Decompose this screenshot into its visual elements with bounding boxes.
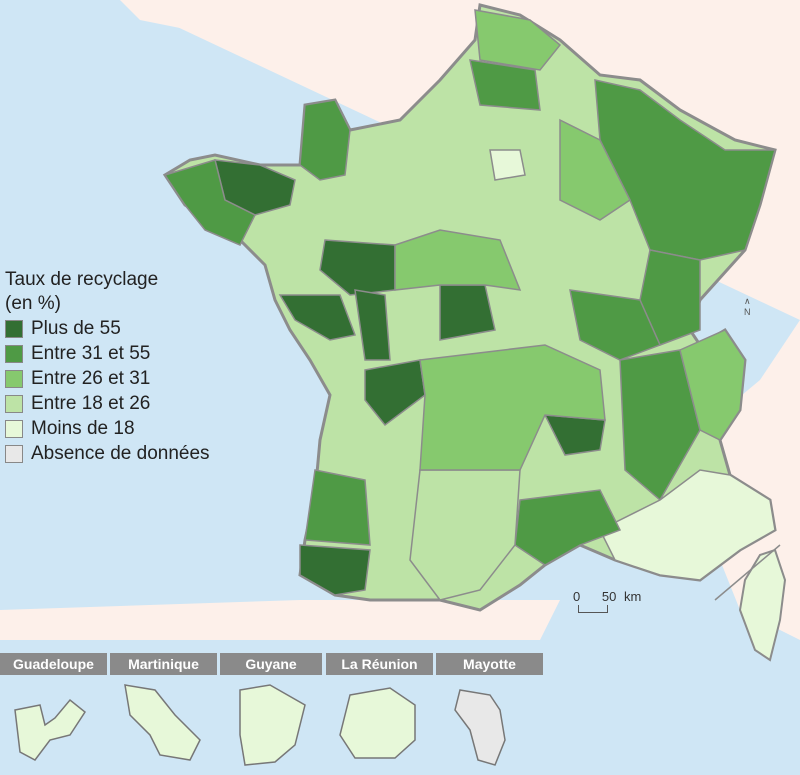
legend-item: Absence de données (5, 441, 265, 466)
reunion-shape (339, 687, 416, 759)
region-jura-green (639, 249, 701, 346)
legend-swatch (5, 394, 23, 413)
legend-swatch (5, 369, 23, 388)
overseas-insets: Guadeloupe Martinique Guyane La Réunion … (0, 653, 545, 775)
region-alps-light (679, 329, 746, 441)
region-deux-sevres-dark (354, 289, 391, 361)
region-cher-dark (439, 284, 496, 341)
legend-label: Moins de 18 (31, 417, 135, 439)
region-north-green (469, 59, 541, 111)
region-landes-dark (299, 544, 371, 596)
north-arrow-icon: ∧ N (744, 296, 751, 317)
inset-title: Mayotte (436, 653, 543, 675)
uk-land (120, 0, 230, 30)
region-normandy-green (299, 99, 351, 181)
region-paris (489, 149, 526, 181)
neighbour-land-south (0, 600, 560, 640)
inset-martinique: Martinique (110, 653, 217, 775)
scale-bar (578, 605, 608, 613)
mayotte-shape (454, 689, 506, 766)
scale-unit: km (623, 589, 642, 604)
martinique-shape (124, 684, 201, 761)
corsica (738, 548, 787, 662)
guadeloupe-shape (14, 698, 87, 761)
legend-item: Entre 26 et 31 (5, 366, 265, 391)
north-arrow-glyph: ∧ (744, 296, 751, 306)
region-aquitaine-green (304, 469, 371, 546)
legend-swatch (5, 319, 23, 338)
region-north-top (474, 9, 562, 71)
scale-bar-labels: 0 50 km (573, 589, 641, 604)
legend-item: Plus de 55 (5, 316, 265, 341)
region-massif-light (419, 344, 606, 471)
region-rhone-green (619, 349, 701, 502)
legend-swatch (5, 444, 23, 463)
region-centre-light (394, 229, 522, 291)
inset-title: La Réunion (326, 653, 433, 675)
region-burgundy-green (569, 289, 662, 361)
inset-guyane: Guyane (220, 653, 322, 775)
corsica-separator (714, 544, 781, 601)
inset-reunion: La Réunion (326, 653, 433, 775)
region-provence-lightest (598, 469, 776, 581)
legend-title-line2: (en %) (5, 293, 61, 314)
scale-zero: 0 (573, 589, 581, 604)
scale-distance: 50 (601, 589, 617, 604)
region-vendee-dark (278, 294, 357, 341)
legend-swatch (5, 419, 23, 438)
inset-title: Guadeloupe (0, 653, 107, 675)
legend: Taux de recyclage (en %) Plus de 55 Entr… (5, 268, 265, 466)
legend-item: Entre 18 et 26 (5, 391, 265, 416)
guyane-shape (239, 684, 306, 766)
inset-guadeloupe: Guadeloupe (0, 653, 107, 775)
inset-mayotte: Mayotte (436, 653, 543, 775)
region-east-light (559, 118, 631, 221)
region-charente-dark (364, 359, 426, 427)
legend-label: Plus de 55 (31, 317, 121, 339)
legend-label: Entre 18 et 26 (31, 392, 151, 414)
legend-item: Entre 31 et 55 (5, 341, 265, 366)
legend-label: Entre 31 et 55 (31, 342, 151, 364)
region-west-green (163, 159, 257, 246)
inset-title: Martinique (110, 653, 217, 675)
north-label: N (744, 307, 751, 317)
legend-title-line1: Taux de recyclage (5, 269, 159, 290)
legend-label: Absence de données (31, 442, 210, 464)
legend-item: Moins de 18 (5, 416, 265, 441)
legend-label: Entre 26 et 31 (31, 367, 151, 389)
legend-swatch (5, 344, 23, 363)
inset-title: Guyane (220, 653, 322, 675)
